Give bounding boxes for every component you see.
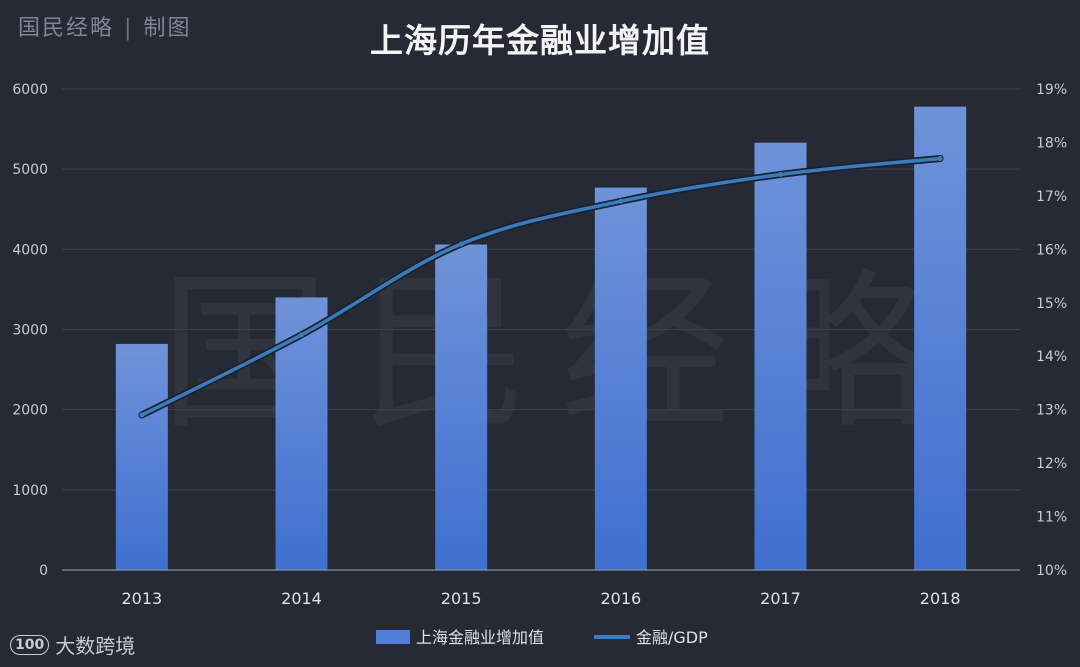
x-tick-label: 2016 — [600, 589, 641, 608]
line-point — [458, 241, 464, 247]
y-right-tick-label: 10% — [1036, 563, 1067, 579]
y-left-tick-label: 4000 — [12, 242, 48, 258]
x-tick-label: 2013 — [121, 589, 162, 608]
x-tick-label: 2014 — [281, 589, 322, 608]
y-right-tick-label: 12% — [1036, 456, 1067, 472]
grid-layer — [62, 88, 1020, 491]
y-right-tick-label: 18% — [1036, 135, 1067, 151]
y-left-tick-label: 0 — [39, 563, 48, 579]
bar — [914, 106, 967, 571]
footer-logo: 100 大数跨境 — [10, 630, 135, 659]
y-right-tick-label: 14% — [1036, 349, 1067, 365]
line-series — [138, 154, 944, 419]
brand-name: 国民经略 — [18, 16, 115, 41]
bar-series — [115, 106, 967, 571]
legend-swatch-bar — [376, 630, 410, 644]
line-point — [299, 332, 304, 338]
y-right-tick-label: 13% — [1036, 403, 1067, 419]
y-left-tick-label: 5000 — [12, 162, 48, 178]
x-tick-label: 2018 — [920, 589, 961, 608]
brand-header: 国民经略 | 制图 — [18, 10, 191, 42]
y-right-tick-label: 19% — [1036, 82, 1067, 98]
y-left-tick-label: 6000 — [12, 82, 48, 98]
y-right-tick-label: 11% — [1036, 510, 1067, 526]
line-point — [937, 155, 943, 161]
y-right-tick-label: 17% — [1036, 189, 1067, 205]
footer-logo-text: 大数跨境 — [55, 634, 136, 658]
chart-title: 上海历年金融业增加值 — [370, 21, 710, 60]
y-right-tick-label: 15% — [1036, 296, 1067, 312]
y-left-tick-label: 2000 — [12, 403, 48, 419]
brand-separator: | — [124, 16, 134, 41]
brand-suffix: 制图 — [143, 16, 192, 41]
y-right-tick-label: 16% — [1036, 242, 1067, 258]
line-series-path — [140, 156, 942, 417]
line-point — [618, 198, 624, 204]
x-tick-label: 2017 — [760, 589, 801, 608]
bar — [435, 244, 488, 571]
y-left-tick-label: 3000 — [12, 323, 48, 339]
axes: 0 1000 2000 3000 4000 5000 6000 10% 11% 12% 13% 14%… — [12, 82, 1067, 608]
line-point — [139, 412, 145, 418]
line-series-shadow — [138, 154, 944, 419]
legend: 上海金融业增加值 金融/GDP — [376, 628, 708, 647]
footer-logo-mark: 100 — [10, 634, 50, 655]
bar — [754, 142, 807, 570]
bar — [115, 343, 168, 570]
line-point — [778, 172, 783, 178]
x-tick-label: 2015 — [441, 589, 482, 608]
y-left-tick-label: 1000 — [12, 483, 48, 499]
legend-label-line: 金融/GDP — [636, 628, 708, 647]
bar — [594, 187, 647, 571]
legend-label-bar: 上海金融业增加值 — [416, 628, 544, 647]
